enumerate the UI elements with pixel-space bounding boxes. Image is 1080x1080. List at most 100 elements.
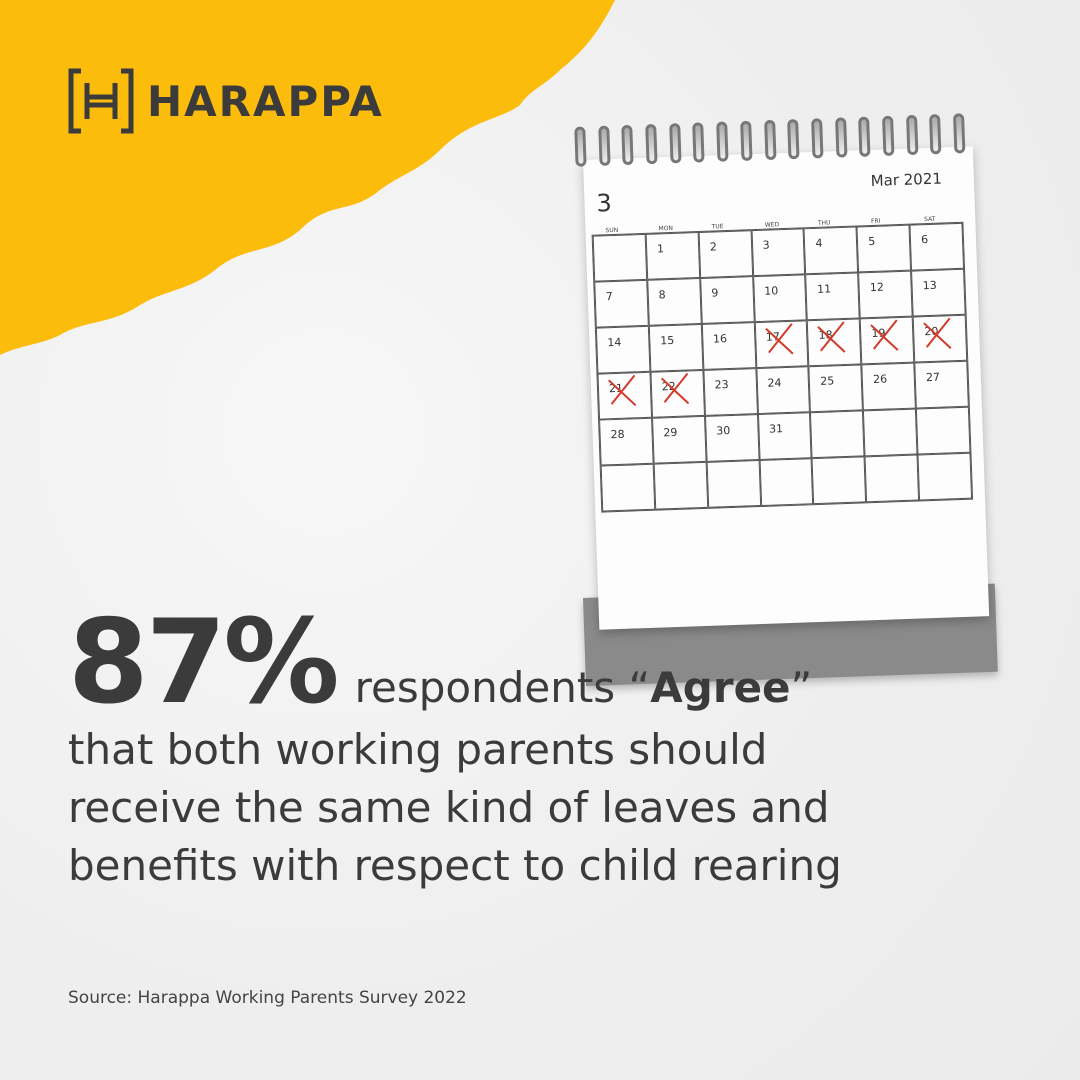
calendar-day-number: 9 [711,286,719,300]
calendar-day-number: 24 [767,376,782,390]
calendar-day-cell: 19 [859,316,915,365]
calendar-day-number: 15 [659,333,675,348]
stat-percentage: 87% [68,595,340,730]
calendar-day-cell: 24 [755,366,811,415]
red-cross-mark-icon [660,372,690,405]
calendar-day-cell: 21 [597,371,652,420]
binding-ring [929,114,942,155]
calendar-day-cell: 6 [909,222,965,271]
calendar-day-cell: 10 [752,274,808,323]
calendar-day-cell [706,460,761,508]
binding-ring [692,122,706,163]
calendar-day-number: 16 [712,332,728,346]
calendar-day-number: 13 [922,278,937,293]
calendar-day-cell: 25 [808,364,864,413]
calendar-day-cell: 15 [648,323,704,372]
calendar-day-cell: 31 [757,412,812,461]
calendar-day-number: 26 [872,372,888,387]
red-cross-mark-icon [870,319,899,351]
calendar-day-cell [810,410,865,459]
calendar-day-cell [811,456,867,505]
binding-ring [858,116,871,157]
binding-ring [953,113,966,154]
calendar-day-number: 8 [658,288,666,302]
calendar-grid: SUN MON TUE WED THU FRI SAT 1 2 3 4 5 6 7 8 9 10 11 12 13 1… [591,215,974,513]
calendar-day-number: 1 [656,242,665,256]
harappa-logo-icon [68,68,134,134]
calendar-day-cell: 8 [647,277,702,326]
brand-name: HARAPPA [147,76,384,126]
calendar-day-cell [863,408,918,457]
binding-ring [905,114,919,156]
stat-description: respondents “Agree” [355,663,813,712]
calendar-day-cell: 14 [595,325,651,374]
binding-ring [597,125,611,166]
calendar-day-number: 25 [820,374,835,388]
calendar-day-cell: 13 [911,268,966,317]
red-cross-mark-icon [817,321,846,353]
binding-ring [787,118,800,160]
binding-ring [668,123,682,164]
calendar-day-number: 10 [764,284,779,298]
red-cross-mark-icon [764,323,794,355]
binding-ring [574,126,587,167]
binding-ring [645,123,658,165]
calendar-day-number: 4 [815,236,823,250]
calendar-day-number: 30 [716,424,731,438]
calendar-day-cell: 20 [912,314,968,363]
calendar-day-number: 29 [663,425,678,440]
headline-block: 87% respondents “Agree” that both workin… [68,605,1028,895]
calendar-day-cell [864,454,920,503]
calendar-day-number: 12 [869,280,885,295]
calendar-day-cell: 2 [698,230,753,278]
calendar-day-cell: 5 [856,224,912,273]
stat-line: 87% respondents “Agree” [68,605,1028,721]
stat-suffix: ” [790,663,813,712]
headline-line-3: benefits with respect to child rearing [68,841,842,890]
binding-ring [834,117,848,158]
calendar-day-number: 5 [868,234,876,249]
agree-word: Agree [650,663,791,712]
calendar-day-cell [653,461,708,510]
binding-ring [739,120,753,162]
binding-ring [881,115,895,157]
red-cross-mark-icon [923,317,952,350]
calendar-day-cell: 22 [650,369,705,418]
calendar-day-cell: 29 [651,415,707,464]
calendar-day-cell: 18 [807,318,862,367]
calendar-day-cell: 26 [861,362,917,411]
calendar-day-cell: 16 [701,322,756,370]
calendar-day-cell: 27 [914,360,969,409]
calendar-day-number: 7 [605,290,614,304]
binding-ring [810,118,824,159]
calendar-day-number: 3 [762,238,770,252]
stat-prefix: respondents “ [354,663,651,712]
calendar-day-cell: 30 [704,414,760,462]
headline-line-1: that both working parents should [68,725,768,774]
calendar-day-cell: 23 [703,368,758,416]
calendar-day-cell: 9 [699,276,755,324]
calendar-day-cell: 7 [594,279,649,328]
calendar-day-cell: 4 [803,226,859,275]
calendar-day-cell: 28 [599,417,654,466]
calendar-number: 3 [596,189,613,218]
calendar-weeks: 1 2 3 4 5 6 7 8 9 10 11 12 13 14 15 16 17 18 19 20 21 22 23 24 2… [591,221,974,513]
calendar-day-number: 23 [714,378,729,392]
calendar-day-cell [917,452,973,501]
calendar-day-number: 11 [816,282,832,296]
calendar-day-cell [759,458,814,507]
headline-line-2: receive the same kind of leaves and [68,783,830,832]
calendar-day-cell: 17 [754,320,809,369]
calendar-day-cell: 3 [751,228,806,277]
harappa-logo: HARAPPA [67,67,384,135]
calendar-day-number: 31 [768,422,784,436]
red-cross-mark-icon [608,374,637,407]
calendar-day-cell [592,233,648,282]
calendar-day-cell [600,463,656,512]
binding-ring [621,124,634,166]
calendar-day-number: 6 [920,233,929,247]
calendar-day-number: 2 [709,240,718,254]
yellow-corner-shape [0,0,615,355]
calendar-day-number: 14 [607,335,622,350]
